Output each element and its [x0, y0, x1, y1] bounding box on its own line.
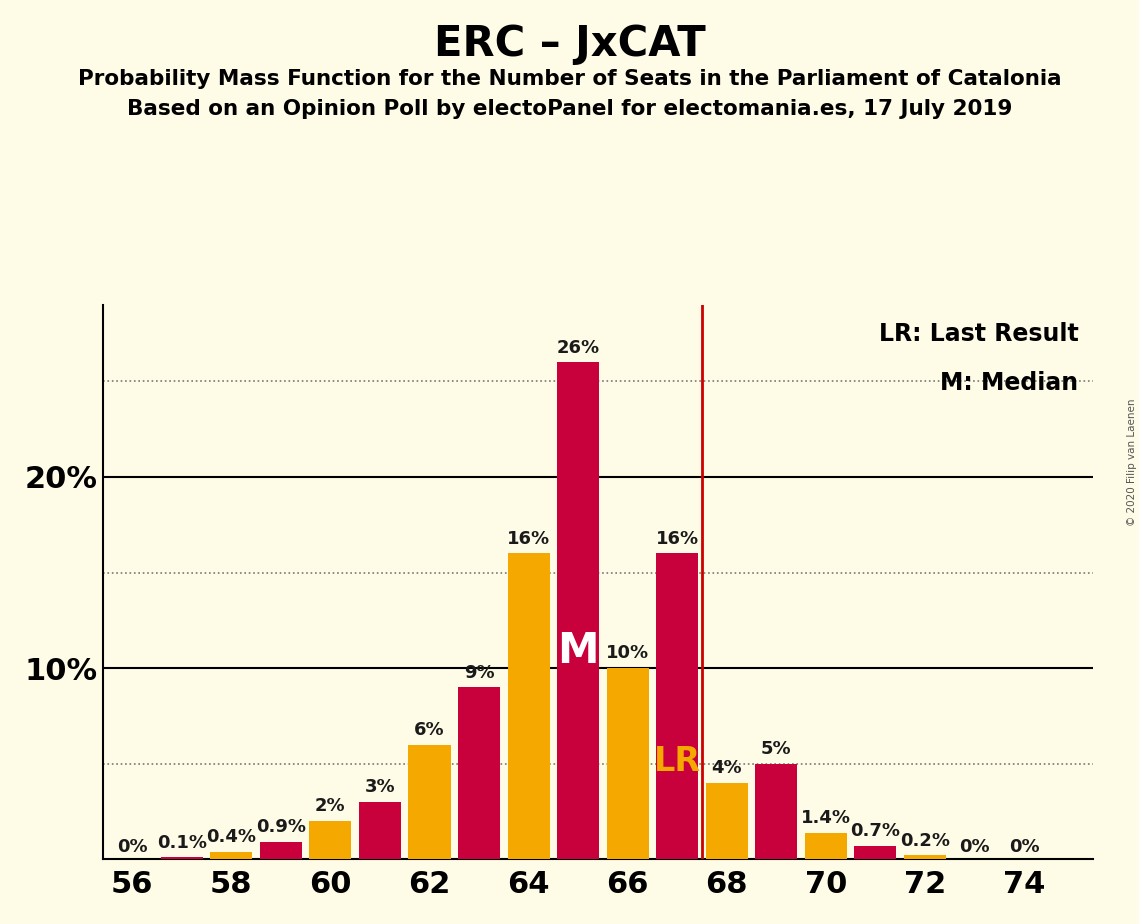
Bar — [310, 821, 352, 859]
Text: LR: Last Result: LR: Last Result — [879, 322, 1079, 346]
Text: Based on an Opinion Poll by electoPanel for electomania.es, 17 July 2019: Based on an Opinion Poll by electoPanel … — [126, 99, 1013, 119]
Bar — [260, 842, 302, 859]
Bar — [508, 553, 550, 859]
Text: ERC – JxCAT: ERC – JxCAT — [434, 23, 705, 65]
Text: LR: LR — [654, 745, 700, 778]
Bar — [805, 833, 847, 859]
Bar — [656, 553, 698, 859]
Bar — [904, 856, 947, 859]
Text: 0%: 0% — [1009, 838, 1040, 857]
Text: 0.1%: 0.1% — [157, 833, 207, 852]
Text: 4%: 4% — [712, 760, 743, 777]
Text: 6%: 6% — [415, 721, 445, 739]
Text: 26%: 26% — [557, 338, 600, 357]
Text: 0%: 0% — [117, 838, 148, 857]
Text: M: Median: M: Median — [941, 371, 1079, 395]
Bar — [755, 764, 797, 859]
Bar — [161, 857, 203, 859]
Text: M: M — [557, 629, 599, 672]
Bar — [359, 802, 401, 859]
Text: © 2020 Filip van Laenen: © 2020 Filip van Laenen — [1126, 398, 1137, 526]
Bar — [409, 745, 451, 859]
Text: 9%: 9% — [464, 663, 494, 682]
Text: 2%: 2% — [316, 797, 346, 815]
Text: 0.7%: 0.7% — [851, 822, 901, 840]
Text: 3%: 3% — [364, 778, 395, 796]
Text: 0%: 0% — [959, 838, 990, 857]
Bar — [458, 687, 500, 859]
Text: 0.2%: 0.2% — [900, 832, 950, 850]
Bar — [607, 668, 649, 859]
Text: Probability Mass Function for the Number of Seats in the Parliament of Catalonia: Probability Mass Function for the Number… — [77, 69, 1062, 90]
Bar — [706, 783, 748, 859]
Text: 16%: 16% — [507, 529, 550, 548]
Text: 10%: 10% — [606, 644, 649, 663]
Bar — [211, 852, 253, 859]
Text: 1.4%: 1.4% — [801, 808, 851, 827]
Text: 0.9%: 0.9% — [256, 819, 306, 836]
Text: 5%: 5% — [761, 740, 792, 758]
Bar — [557, 362, 599, 859]
Text: 16%: 16% — [656, 529, 699, 548]
Text: 0.4%: 0.4% — [206, 828, 256, 846]
Bar — [854, 846, 896, 859]
